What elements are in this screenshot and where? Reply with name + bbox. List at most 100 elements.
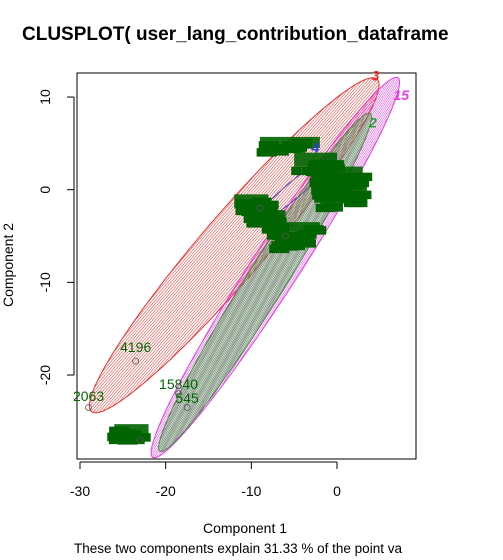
point-label: 15840 <box>159 376 198 392</box>
x-tick-label: 0 <box>333 483 341 499</box>
point-label: 2063 <box>73 388 104 404</box>
shade-line-2 <box>176 150 333 399</box>
point-cluster <box>251 210 286 218</box>
data-point <box>85 404 92 411</box>
point-glyph: ▄▄ <box>336 167 356 185</box>
shade-line-15 <box>152 77 399 458</box>
point-glyph: ▄▄ <box>310 169 330 187</box>
point-glyph: ▄▄ <box>328 173 348 191</box>
point-glyph: ▄▄ <box>307 218 327 236</box>
shade-line-3 <box>132 130 300 324</box>
point-glyph: ▄▄ <box>122 425 142 443</box>
point-glyph: ▄▄ <box>281 136 301 154</box>
plot-frame <box>76 72 417 460</box>
shade-line-3 <box>89 77 376 410</box>
shade-line-2 <box>190 174 314 372</box>
point-glyph: ▄▄ <box>291 131 311 149</box>
point-glyph: ▄▄ <box>291 158 311 176</box>
shade-line-3 <box>146 146 282 304</box>
point-glyph: ▄▄ <box>345 171 365 189</box>
shade-line-3 <box>167 171 258 276</box>
point-glyph: ▄▄ <box>265 215 285 233</box>
point-glyph: ▄▄ <box>275 229 295 247</box>
cluster-label-15: 15 <box>393 87 409 103</box>
shade-line-2 <box>228 212 329 373</box>
shade-line-15 <box>254 221 332 341</box>
shade-line-15 <box>233 190 351 370</box>
variance-note: These two components explain 31.33 % of … <box>74 541 402 556</box>
point-glyph: ▄▄ <box>269 139 289 157</box>
point-glyph: ▄▄ <box>349 170 369 188</box>
point-glyph: ▄▄ <box>286 230 306 248</box>
point-glyph: ▄▄ <box>262 217 282 235</box>
point-glyph: ▄▄ <box>313 157 333 175</box>
point-glyph: ▄▄ <box>253 210 273 228</box>
shade-line-3 <box>92 81 379 413</box>
point-glyph: ▄▄ <box>318 182 338 200</box>
shade-line-15 <box>153 84 385 442</box>
shade-line-3 <box>95 83 380 414</box>
shade-line-3 <box>90 79 378 412</box>
point-glyph: ▄▄ <box>246 210 266 228</box>
point-glyph: ▄▄ <box>241 194 261 212</box>
point-glyph: ▄▄ <box>279 136 299 154</box>
point-glyph: ▄▄ <box>252 196 272 214</box>
point-glyph: ▄▄ <box>271 232 291 250</box>
shade-line-15 <box>151 77 397 457</box>
point-glyph: ▄▄ <box>290 230 310 248</box>
cluster-label-2: 2 <box>368 115 377 131</box>
y-tick-label: 10 <box>37 89 53 105</box>
x-tick-label: -20 <box>156 483 176 499</box>
point-glyph: ▄▄ <box>235 191 255 209</box>
point-cluster <box>294 152 337 167</box>
shade-line-2 <box>171 141 340 410</box>
point-glyph: ▄▄ <box>115 421 135 439</box>
point-glyph: ▄▄ <box>121 421 141 439</box>
point-glyph: ▄▄ <box>316 195 336 213</box>
point-glyph: ▄▄ <box>296 230 316 248</box>
point-glyph: ▄▄ <box>325 155 345 173</box>
cluster-label-4: 4 <box>311 140 320 156</box>
x-tick-label: -10 <box>241 483 261 499</box>
cluster-shading <box>89 77 400 458</box>
point-glyph: ▄▄ <box>329 169 349 187</box>
y-axis: -20 -10 0 10 <box>37 89 75 385</box>
point-glyph: ▄▄ <box>269 216 289 234</box>
shade-line-15 <box>161 88 399 455</box>
shade-line-15 <box>175 107 393 442</box>
y-tick-label: -20 <box>37 365 53 385</box>
point-glyph: ▄▄ <box>309 152 329 170</box>
point-glyph: ▄▄ <box>244 206 264 224</box>
point-glyph: ▄▄ <box>326 167 346 185</box>
data-point <box>256 204 264 212</box>
data-point <box>183 404 191 411</box>
shade-line-3 <box>89 77 374 407</box>
shade-line-3 <box>94 84 357 388</box>
shade-line-15 <box>219 168 363 390</box>
y-tick-label: -10 <box>37 272 53 292</box>
point-glyph: ▄▄ <box>287 134 307 152</box>
y-tick-label: 0 <box>37 186 53 194</box>
shade-line-2 <box>201 192 302 353</box>
point-glyph: ▄▄ <box>323 195 343 213</box>
point-glyph: ▄▄ <box>267 223 287 241</box>
point-glyph: ▄▄ <box>109 418 129 436</box>
data-point <box>132 357 140 365</box>
point-glyph: ▄▄ <box>264 207 284 225</box>
point-glyph: ▄▄ <box>328 185 348 203</box>
shade-line-3 <box>102 91 379 412</box>
point-glyph: ▄▄ <box>259 192 279 210</box>
point-glyph: ▄▄ <box>334 182 354 200</box>
point-glyph: ▄▄ <box>269 236 289 254</box>
x-tick-label: -30 <box>70 483 90 499</box>
point-glyph: ▄▄ <box>282 133 302 151</box>
shade-line-2 <box>206 178 348 404</box>
point-glyph: ▄▄ <box>113 421 133 439</box>
data-point <box>175 390 182 397</box>
point-glyph: ▄▄ <box>118 428 138 446</box>
point-cluster <box>315 173 359 181</box>
point-glyph: ▄▄ <box>308 155 328 173</box>
point-glyph: ▄▄ <box>304 217 324 235</box>
shade-line-2 <box>182 161 324 387</box>
